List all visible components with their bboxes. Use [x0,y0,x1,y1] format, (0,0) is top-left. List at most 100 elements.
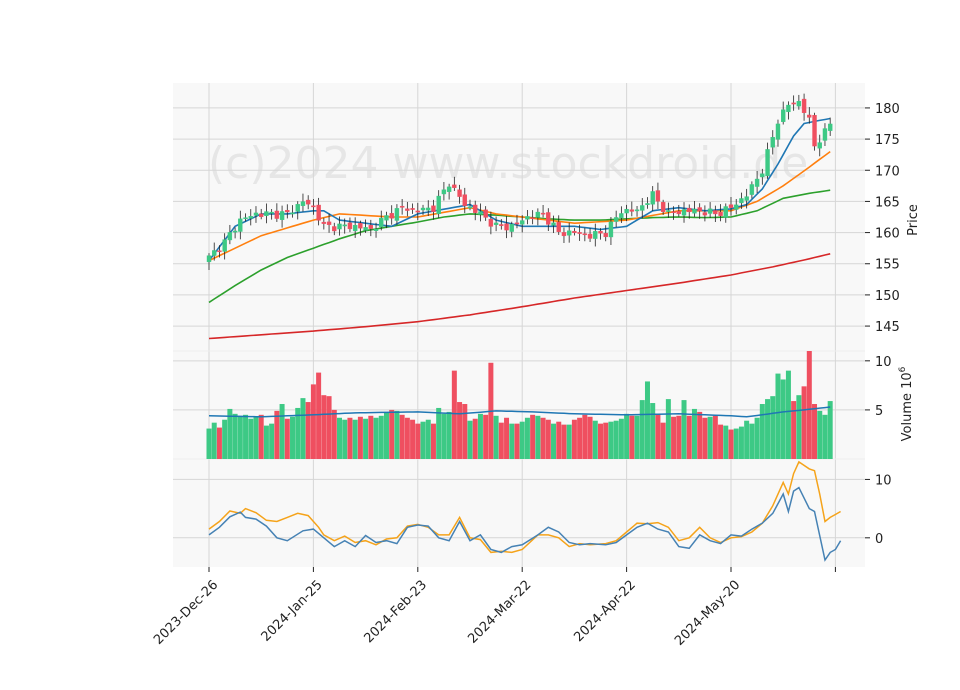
volume-bar [728,429,734,459]
candle-body [462,194,467,206]
candle-body [718,211,723,216]
volume-bar [697,411,703,459]
candle-body [478,211,483,215]
candle-body [290,212,295,215]
volume-bar [650,403,656,459]
candle-body [368,225,374,229]
candle-body [399,205,405,208]
volume-bar [425,419,431,459]
price-tick-label: 160 [875,227,900,242]
candle-body [582,233,588,236]
volume-bar [206,428,212,459]
candle-body [436,195,441,215]
volume-bar [430,423,436,459]
candle-body [259,213,264,217]
moving-average-ma4 [208,253,831,340]
volume-bar [655,413,661,459]
price-tick-label: 155 [875,258,900,273]
volume-bar [509,423,515,459]
volume-bar [300,398,306,459]
volume-bar [373,417,379,459]
candle-body [593,231,598,239]
volume-bar [498,422,504,459]
macd-panel-bg [173,459,865,567]
candle-body [791,102,796,105]
volume-axis-label: Volume 106 [898,366,915,441]
candle-body [796,101,802,107]
volume-bar [436,407,442,459]
macd-tick-label: 0 [875,532,883,547]
volume-bar [519,421,525,459]
candle-body [561,232,567,237]
candle-body [321,221,327,224]
candle-body [546,212,551,225]
volume-bar [817,410,823,459]
volume-bar [540,417,546,459]
x-tick-label: 2024-Mar-22 [465,578,534,647]
candle-body [603,233,608,238]
volume-bar [410,419,416,459]
volume-bar [399,414,405,459]
candle-body [619,213,624,218]
volume-tick-label: 10 [875,355,892,370]
candle-body [514,222,520,225]
candle-body [389,213,394,219]
volume-bar [316,372,322,459]
volume-bar [660,422,666,459]
volume-bar [232,413,238,459]
volume-bar [451,370,457,459]
candle-body [655,190,661,202]
volume-bar [446,411,452,459]
volume-bar [634,415,640,459]
volume-bar [822,414,828,459]
candle-body [316,204,321,221]
price-tick-label: 175 [875,133,900,148]
volume-bar [571,419,577,459]
volume-moving-average [208,406,831,418]
candle-body [305,199,311,205]
candle-body [551,222,556,226]
candle-body [342,224,347,227]
candle-body [232,230,238,233]
volume-bar [545,419,551,459]
volume-bar [357,416,363,459]
candle-body [410,208,415,210]
volume-bar [608,421,614,459]
candle-body [781,109,786,122]
volume-axis-label-exponent: 6 [898,366,908,372]
candle-body [807,114,812,118]
volume-bar [639,400,645,459]
candle-body [431,205,436,212]
volume-bar [295,407,301,459]
candle-body [734,204,739,210]
candle-body [770,137,775,148]
candle-body [352,225,358,232]
volume-bar [493,415,499,459]
volume-bar [284,418,290,459]
volume-bar [352,419,358,459]
volume-bar [780,379,786,459]
volume-bar [733,428,739,459]
volume-bar [812,404,818,459]
volume-bar [785,370,791,459]
candle-body [739,198,744,204]
candle-body [530,217,535,219]
candle-body [634,209,640,212]
volume-bar [535,415,541,459]
volume-bar [441,413,447,459]
price-tick-label: 165 [875,195,900,210]
candle-body [311,205,316,208]
volume-bar [551,423,557,459]
candle-body [827,123,833,131]
candle-body [775,123,781,140]
volume-bar [796,395,802,459]
volume-bar [618,418,624,459]
volume-bar [676,415,682,459]
candle-body [801,98,807,113]
volume-bar [624,413,630,459]
volume-bar [404,417,410,459]
volume-bar [754,417,760,459]
volume-bar [592,420,598,459]
volume-bar [420,421,426,459]
